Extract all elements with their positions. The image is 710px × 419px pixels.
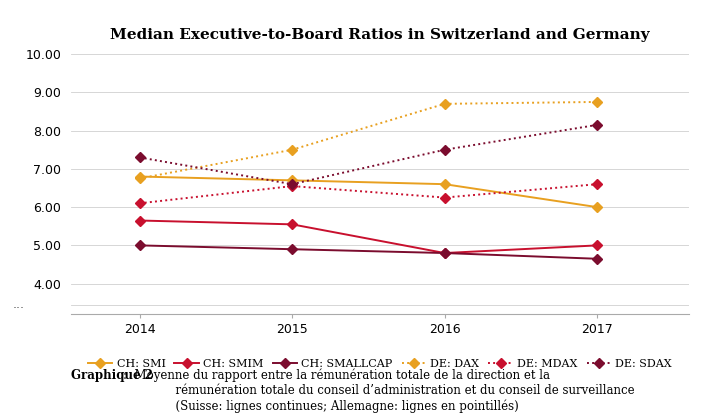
Title: Median Executive-to-Board Ratios in Switzerland and Germany: Median Executive-to-Board Ratios in Swit… (110, 28, 650, 42)
Text: ...: ... (13, 298, 25, 311)
Text: Graphique 2: Graphique 2 (71, 369, 153, 382)
Text: :  Moyenne du rapport entre la rémunération totale de la direction et la
       : : Moyenne du rapport entre la rémunérati… (123, 369, 635, 413)
Legend: CH: SMI, CH: SMIM, CH: SMALLCAP, DE: DAX, DE: MDAX, DE: SDAX: CH: SMI, CH: SMIM, CH: SMALLCAP, DE: DAX… (83, 354, 677, 373)
